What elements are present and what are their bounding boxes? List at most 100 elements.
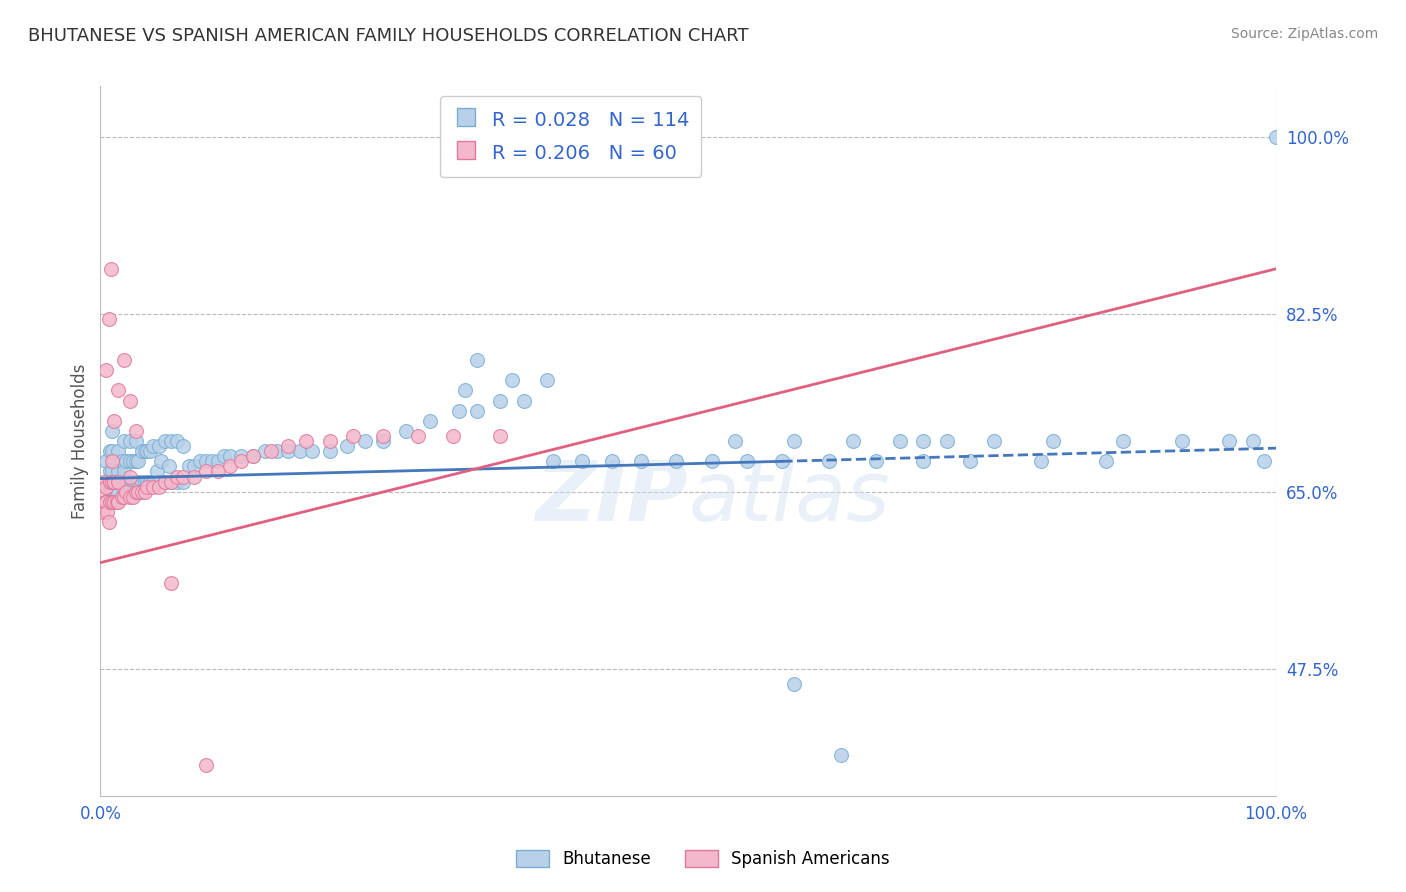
Point [96, 495, 118, 509]
Point [770, 454, 793, 468]
Point [889, 434, 911, 448]
Point [231, 454, 253, 468]
Point [134, 475, 156, 489]
Point [447, 403, 470, 417]
Point [489, 429, 512, 443]
Point [101, 495, 124, 509]
Y-axis label: Family Households: Family Households [72, 363, 89, 519]
Point [103, 475, 125, 489]
Point [600, 454, 623, 468]
Point [103, 475, 125, 489]
Point [177, 459, 200, 474]
Point [207, 454, 229, 468]
Point [110, 454, 132, 468]
Point [134, 444, 156, 458]
Point [127, 454, 149, 468]
Point [501, 373, 523, 387]
Point [115, 454, 138, 468]
Point [183, 459, 205, 474]
Point [336, 439, 359, 453]
Point [166, 434, 188, 448]
Point [160, 475, 183, 489]
Point [935, 434, 957, 448]
Point [101, 444, 124, 458]
Point [94, 495, 117, 509]
Point [290, 444, 312, 458]
Point [91, 505, 114, 519]
Point [101, 484, 124, 499]
Point [1094, 454, 1116, 468]
Point [783, 434, 806, 448]
Point [465, 353, 488, 368]
Point [1171, 434, 1194, 448]
Point [512, 393, 534, 408]
Point [959, 454, 981, 468]
Point [124, 434, 146, 448]
Point [96, 363, 118, 377]
Point [818, 454, 841, 468]
Point [127, 484, 149, 499]
Point [136, 480, 159, 494]
Point [160, 576, 183, 591]
Point [150, 454, 173, 468]
Point [665, 454, 688, 468]
Point [91, 490, 114, 504]
Point [131, 444, 153, 458]
Point [212, 450, 235, 464]
Point [371, 429, 394, 443]
Point [138, 444, 160, 458]
Point [1042, 434, 1064, 448]
Point [100, 261, 122, 276]
Point [172, 439, 194, 453]
Point [107, 475, 129, 489]
Point [231, 450, 253, 464]
Point [830, 748, 852, 763]
Point [195, 758, 218, 772]
Point [153, 475, 176, 489]
Point [124, 475, 146, 489]
Point [371, 434, 394, 448]
Point [98, 444, 121, 458]
Point [122, 454, 145, 468]
Point [112, 484, 135, 499]
Point [107, 495, 129, 509]
Point [98, 475, 121, 489]
Point [107, 484, 129, 499]
Point [441, 429, 464, 443]
Point [148, 475, 170, 489]
Point [105, 495, 128, 509]
Text: BHUTANESE VS SPANISH AMERICAN FAMILY HOUSEHOLDS CORRELATION CHART: BHUTANESE VS SPANISH AMERICAN FAMILY HOU… [28, 27, 749, 45]
Point [983, 434, 1005, 448]
Point [122, 490, 145, 504]
Point [157, 459, 180, 474]
Point [295, 434, 318, 448]
Point [172, 469, 194, 483]
Point [195, 454, 218, 468]
Point [207, 465, 229, 479]
Point [98, 465, 121, 479]
Point [630, 454, 652, 468]
Point [724, 434, 747, 448]
Point [242, 450, 264, 464]
Point [103, 495, 125, 509]
Point [153, 434, 176, 448]
Point [110, 475, 132, 489]
Point [395, 424, 418, 438]
Point [260, 444, 283, 458]
Point [465, 403, 488, 417]
Point [1218, 434, 1240, 448]
Point [101, 475, 124, 489]
Point [142, 475, 165, 489]
Point [118, 393, 141, 408]
Point [172, 475, 194, 489]
Point [266, 444, 288, 458]
Point [98, 484, 121, 499]
Point [700, 454, 723, 468]
Point [166, 475, 188, 489]
Point [112, 353, 135, 368]
Point [112, 490, 135, 504]
Point [1265, 130, 1288, 145]
Point [912, 434, 935, 448]
Point [96, 475, 118, 489]
Point [103, 414, 125, 428]
